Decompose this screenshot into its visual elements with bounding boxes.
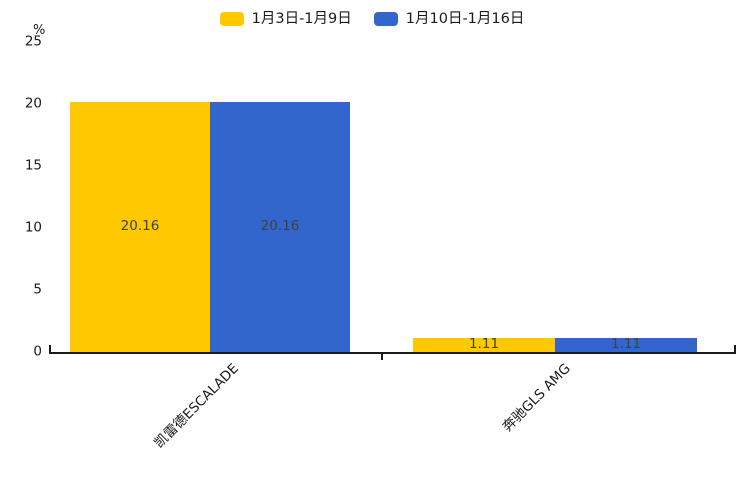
y-tick-20: 20 — [24, 95, 42, 112]
y-axis-unit-label: % — [33, 23, 46, 38]
legend-item-series-2[interactable]: 1月10日-1月16日 — [373, 10, 525, 27]
bar-group-2-series-1[interactable]: 1.11 — [413, 338, 555, 352]
x-axis-right-cap — [734, 345, 736, 353]
bar-group-1-series-2[interactable]: 20.16 — [210, 102, 350, 352]
x-axis-category-label-2: 奔驰GLS AMG — [499, 360, 574, 435]
y-tick-5: 5 — [33, 281, 42, 298]
y-tick-10: 10 — [24, 219, 42, 236]
legend-item-series-1[interactable]: 1月3日-1月9日 — [219, 10, 352, 27]
legend-swatch-icon-series-2 — [373, 12, 398, 26]
legend-swatch-icon-series-1 — [219, 12, 244, 26]
bar-value-label: 1.11 — [468, 336, 500, 353]
x-axis-left-cap — [49, 345, 51, 353]
y-axis-tick-labels: 25 20 15 10 5 0 — [0, 35, 42, 358]
chart-legend: 1月3日-1月9日 1月10日-1月16日 — [0, 6, 744, 32]
plot-area: 20.16 20.16 1.11 1.11 — [49, 42, 736, 352]
bar-group-1-series-1[interactable]: 20.16 — [70, 102, 210, 352]
legend-label-series-2: 1月10日-1月16日 — [405, 10, 525, 27]
y-tick-0: 0 — [33, 343, 42, 360]
bar-value-label: 20.16 — [260, 218, 300, 235]
legend-label-series-1: 1月3日-1月9日 — [251, 10, 352, 27]
bar-value-label: 20.16 — [120, 218, 160, 235]
y-tick-25: 25 — [24, 33, 42, 50]
bar-group-2-series-2[interactable]: 1.11 — [555, 338, 697, 352]
y-tick-15: 15 — [24, 157, 42, 174]
x-axis-tick-group-separator — [381, 352, 383, 360]
x-axis-category-label-1: 凯雷德ESCALADE — [151, 360, 242, 452]
bar-value-label: 1.11 — [610, 336, 642, 353]
x-axis-line — [49, 352, 736, 354]
